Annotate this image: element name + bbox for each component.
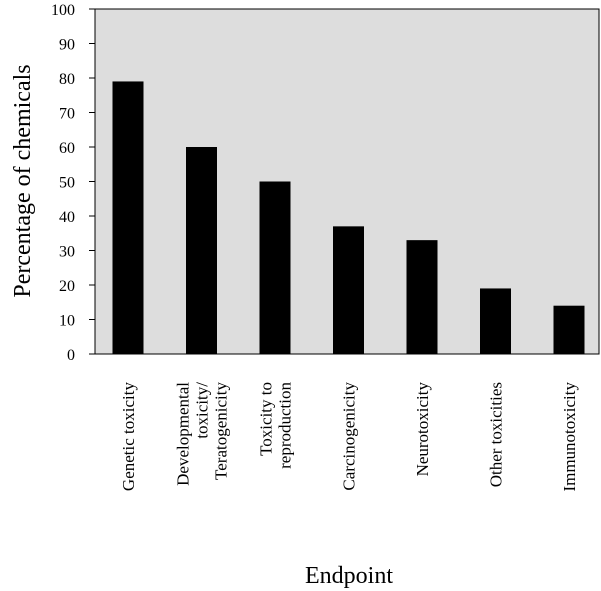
- x-category-label: Neurotoxicity: [413, 382, 432, 477]
- x-category-label-line: reproduction: [276, 382, 295, 469]
- y-axis-ticks: 0 10 20 30 40 50 60 70 80 90 100: [51, 2, 95, 364]
- y-tick-label: 20: [59, 278, 75, 295]
- bar: [186, 147, 217, 354]
- bar: [553, 305, 585, 354]
- x-category-label-line: Carcinogenicity: [340, 382, 359, 491]
- bar: [112, 81, 144, 354]
- x-category-label: Developmental toxicity/Teratogenicity: [174, 382, 231, 486]
- y-tick-label: 50: [59, 175, 75, 192]
- bar: [333, 226, 364, 354]
- y-tick-label: 10: [59, 313, 75, 330]
- bar: [406, 240, 438, 354]
- x-axis-category-labels: Genetic toxicity Developmental toxicity/Te…: [119, 382, 579, 492]
- bars: [112, 81, 585, 354]
- y-axis-title: Percentage of chemicals: [10, 64, 36, 297]
- x-category-label-line: Other toxicities: [487, 382, 506, 487]
- y-tick-label: 70: [59, 106, 75, 123]
- x-category-label-line: Developmental: [174, 382, 193, 486]
- x-category-label: Carcinogenicity: [340, 382, 359, 491]
- x-category-label-line: Teratogenicity: [212, 382, 231, 480]
- y-tick-label: 30: [59, 244, 75, 261]
- x-category-label: Other toxicities: [487, 382, 506, 487]
- x-category-label-line: Genetic toxicity: [119, 382, 138, 492]
- y-tick-label: 40: [59, 209, 75, 226]
- x-category-label: Immunotoxicity: [560, 382, 579, 492]
- y-tick-label: 80: [59, 71, 75, 88]
- x-category-label-line: toxicity/: [193, 382, 212, 439]
- x-category-label: Toxicity to reproduction: [257, 382, 295, 469]
- x-category-label-line: Toxicity to: [257, 382, 276, 456]
- y-tick-label: 0: [67, 347, 75, 364]
- y-tick-label: 60: [59, 140, 75, 157]
- x-category-label: Genetic toxicity: [119, 382, 138, 492]
- x-category-label-line: Immunotoxicity: [560, 382, 579, 492]
- x-axis-title: Endpoint: [305, 563, 393, 589]
- bar: [480, 288, 511, 354]
- y-tick-label: 90: [59, 37, 75, 54]
- x-category-label-line: Neurotoxicity: [413, 382, 432, 477]
- bar: [259, 181, 291, 354]
- y-tick-label: 100: [51, 2, 75, 19]
